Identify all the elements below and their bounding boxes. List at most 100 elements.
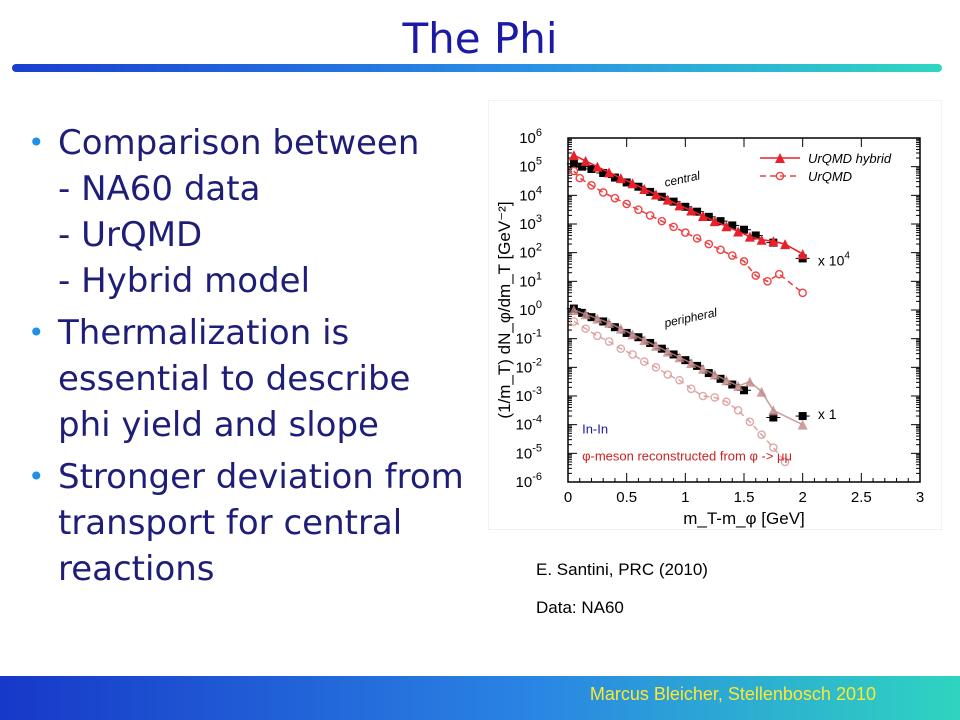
- hybrid-point: [709, 216, 720, 227]
- urqmd-point: [657, 216, 667, 226]
- urqmd-point: [581, 324, 590, 333]
- bullet-dot-icon: •: [28, 126, 45, 159]
- na60-data-point: [622, 178, 631, 187]
- hybrid-point: [797, 419, 808, 430]
- urqmd-point: [751, 271, 761, 280]
- na60-data-point: [769, 413, 778, 422]
- hybrid-point: [651, 189, 661, 200]
- bullet-subitem: - Hybrid model: [58, 261, 311, 301]
- bullet-item: • Thermalization is essential to describ…: [28, 310, 468, 448]
- x-tick-label: 0.5: [616, 489, 637, 506]
- urqmd-point: [663, 370, 673, 379]
- urqmd-point: [675, 375, 684, 385]
- urqmd-point: [616, 344, 626, 353]
- urqmd-point: [587, 181, 596, 190]
- hybrid-point: [662, 194, 673, 205]
- urqmd-point: [604, 337, 614, 346]
- urqmd-point: [569, 317, 579, 326]
- urqmd-point: [610, 193, 620, 203]
- urqmd-point: [681, 228, 690, 237]
- x-tick-label: 1.5: [734, 489, 755, 506]
- x-axis-label: m_T-m_φ [GeV]: [683, 509, 805, 528]
- hybrid-point: [780, 239, 791, 250]
- hybrid-point: [604, 317, 615, 328]
- urqmd-point: [639, 357, 649, 366]
- na60-data-point: [751, 231, 760, 240]
- peripheral-scale-label: x 1: [818, 406, 837, 422]
- hybrid-point: [744, 231, 755, 242]
- slide-title: The Phi: [402, 14, 558, 63]
- urqmd-point: [704, 239, 714, 249]
- urqmd-point: [745, 417, 755, 427]
- legend-hybrid-marker: [775, 153, 785, 163]
- hybrid-point: [721, 221, 732, 232]
- urqmd-point: [798, 288, 807, 298]
- urqmd-point: [727, 251, 737, 260]
- footer-bar: Marcus Bleicher, Stellenbosch 2010: [0, 676, 960, 720]
- title-underline: [12, 64, 942, 72]
- na60-data-point: [728, 380, 737, 389]
- urqmd-point: [569, 166, 579, 176]
- bullet-item: • Comparison between - NA60 data - UrQMD…: [28, 120, 468, 304]
- na60-data-point: [681, 202, 690, 211]
- hybrid-point: [756, 234, 767, 245]
- na60-data-point: [704, 369, 713, 378]
- na60-data-point: [599, 168, 608, 177]
- footer-text: Marcus Bleicher, Stellenbosch 2010: [589, 684, 876, 704]
- hybrid-point: [744, 376, 755, 387]
- hybrid-point: [615, 323, 626, 334]
- na60-data-point: [728, 221, 737, 230]
- urqmd-point: [780, 457, 790, 467]
- urqmd-point: [739, 256, 749, 266]
- urqmd-point: [692, 234, 702, 243]
- urqmd-point: [774, 269, 784, 279]
- hybrid-point: [639, 335, 650, 346]
- bullet-dot-icon: •: [28, 460, 45, 493]
- na60-data-point: [716, 217, 725, 226]
- hybrid-point: [662, 346, 673, 357]
- hybrid-point: [674, 352, 685, 363]
- urqmd-point: [622, 199, 631, 209]
- hybrid-point: [686, 205, 697, 216]
- hybrid-point: [639, 184, 650, 195]
- hybrid-point: [627, 329, 638, 340]
- urqmd-point: [669, 222, 678, 232]
- urqmd-curve: [573, 170, 804, 294]
- na60-data-point: [740, 225, 748, 234]
- x-tick-label: 2.5: [851, 489, 872, 506]
- na60-data-point: [610, 173, 619, 182]
- hybrid-point: [592, 161, 603, 172]
- reconstruction-label: φ-meson reconstructed from φ -> μμ: [582, 449, 792, 464]
- na60-data-point: [578, 162, 587, 171]
- urqmd-point: [722, 397, 731, 407]
- hybrid-point: [568, 305, 579, 315]
- y-axis-label: (1/m_T) dN_φ/dm_T [GeV⁻²]: [495, 201, 514, 418]
- hybrid-point: [721, 375, 732, 386]
- bullet-text: Comparison between: [58, 123, 420, 163]
- urqmd-point: [710, 393, 719, 402]
- hybrid-point: [627, 178, 638, 189]
- urqmd-point: [575, 173, 585, 183]
- urqmd-point: [769, 443, 778, 452]
- na60-data-point: [798, 412, 807, 421]
- bullet-subitem: - UrQMD: [58, 215, 203, 255]
- na60-data-point: [610, 323, 619, 332]
- legend-urqmd-label: UrQMD: [808, 169, 852, 184]
- urqmd-point: [757, 430, 766, 440]
- na60-data-point: [622, 328, 631, 337]
- urqmd-point: [763, 277, 772, 286]
- legend-urqmd-marker: [775, 171, 785, 181]
- na60-data-point: [693, 207, 702, 216]
- na60-data-point: [716, 374, 725, 383]
- urqmd-curve: [573, 320, 786, 463]
- hybrid-point: [674, 200, 685, 211]
- urqmd-point: [634, 205, 643, 214]
- urqmd-point: [645, 211, 655, 220]
- x-tick-label: 0: [564, 489, 572, 506]
- phi-spectrum-chart: 10-610-510-410-310-210-11001011021031041…: [488, 100, 942, 530]
- hybrid-point: [733, 226, 744, 237]
- hybrid-point: [709, 369, 720, 380]
- bullet-list: • Comparison between - NA60 data - UrQMD…: [28, 120, 468, 598]
- hybrid-point: [604, 167, 615, 178]
- urqmd-point: [598, 188, 608, 197]
